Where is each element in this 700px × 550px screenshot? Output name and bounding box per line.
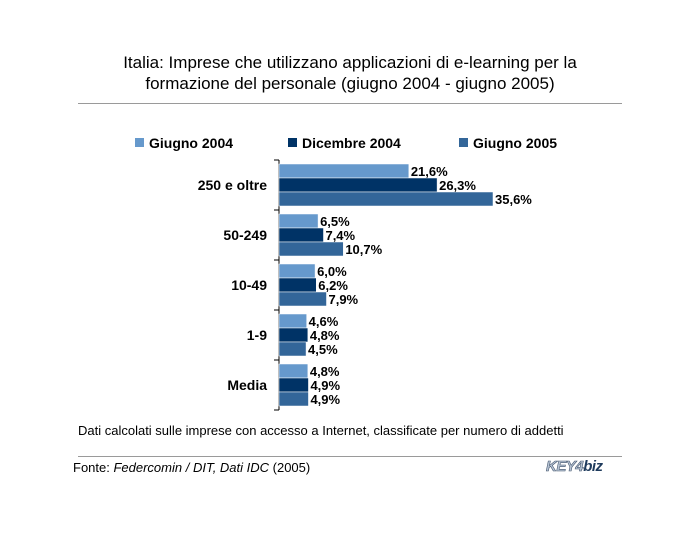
bar [278,163,410,179]
bar-value-label: 7,4% [325,228,355,243]
bar [278,277,317,293]
bar [278,341,307,357]
legend-label: Dicembre 2004 [302,135,401,151]
bar-chart: 250 e oltre 21,6%26,3% 35,6% 50-249 6,5%7,4%… [198,159,532,411]
title-divider [78,103,622,104]
category-label: 1-9 [247,327,267,343]
legend-item-giugno-2005: Giugno 2005 [459,135,557,151]
bar-value-label: 4,8% [310,364,340,379]
bar-value-label: 4,8% [310,328,340,343]
footer-divider [78,456,622,457]
source-italic: Federcomin / DIT, Dati IDC [113,460,270,475]
bar [278,191,494,207]
category-label: 250 e oltre [198,177,267,193]
bar-value-label: 35,6% [495,192,532,207]
bar [278,241,344,257]
bar [278,391,309,407]
legend-swatch [135,138,144,147]
category-label: Media [227,377,267,393]
bar-value-label: 4,5% [308,342,338,357]
bar [278,377,309,393]
logo-text-key4: KEY4 [546,458,584,476]
bar-value-label: 6,2% [318,278,348,293]
bar [278,313,307,329]
bar [278,363,309,379]
chart-title-line-1: Italia: Imprese che utilizzano applicazi… [123,53,577,72]
bar-value-label: 26,3% [439,178,476,193]
bar-value-label: 7,9% [328,292,358,307]
legend-swatch [459,138,468,147]
legend-label: Giugno 2005 [473,135,558,151]
bar-value-label: 4,6% [309,314,339,329]
bar [278,227,324,243]
bar-value-label: 6,5% [320,214,350,229]
chart-title-line-2: formazione del personale (giugno 2004 - … [145,74,555,93]
bar [278,327,309,343]
legend-item-giugno-2004: Giugno 2004 [135,135,233,151]
legend-label: Giugno 2004 [149,135,234,151]
source-suffix: (2005) [269,460,311,475]
category-label: 50-249 [223,227,267,243]
bar [278,213,319,229]
key4biz-logo: KEY4biz [546,458,603,476]
chart-title: Italia: Imprese che utilizzano applicazi… [0,52,700,94]
bar [278,291,327,307]
source-prefix: Fonte: [73,460,114,475]
bar [278,177,438,193]
bar-value-label: 4,9% [310,392,340,407]
source-line: Fonte: Federcomin / DIT, Dati IDC (2005) [73,460,310,475]
chart-note: Dati calcolati sulle imprese con accesso… [78,423,564,438]
bar-value-label: 6,0% [317,264,347,279]
bar-value-label: 4,9% [310,378,340,393]
bar-value-label: 10,7% [345,242,382,257]
legend: Giugno 2004 Dicembre 2004 Giugno 2005 [0,135,700,153]
bar-value-label: 21,6% [411,164,448,179]
legend-item-dicembre-2004: Dicembre 2004 [288,135,401,151]
bar [278,263,316,279]
category-label: 10-49 [231,277,267,293]
legend-swatch [288,138,297,147]
logo-text-biz: biz [583,458,603,475]
